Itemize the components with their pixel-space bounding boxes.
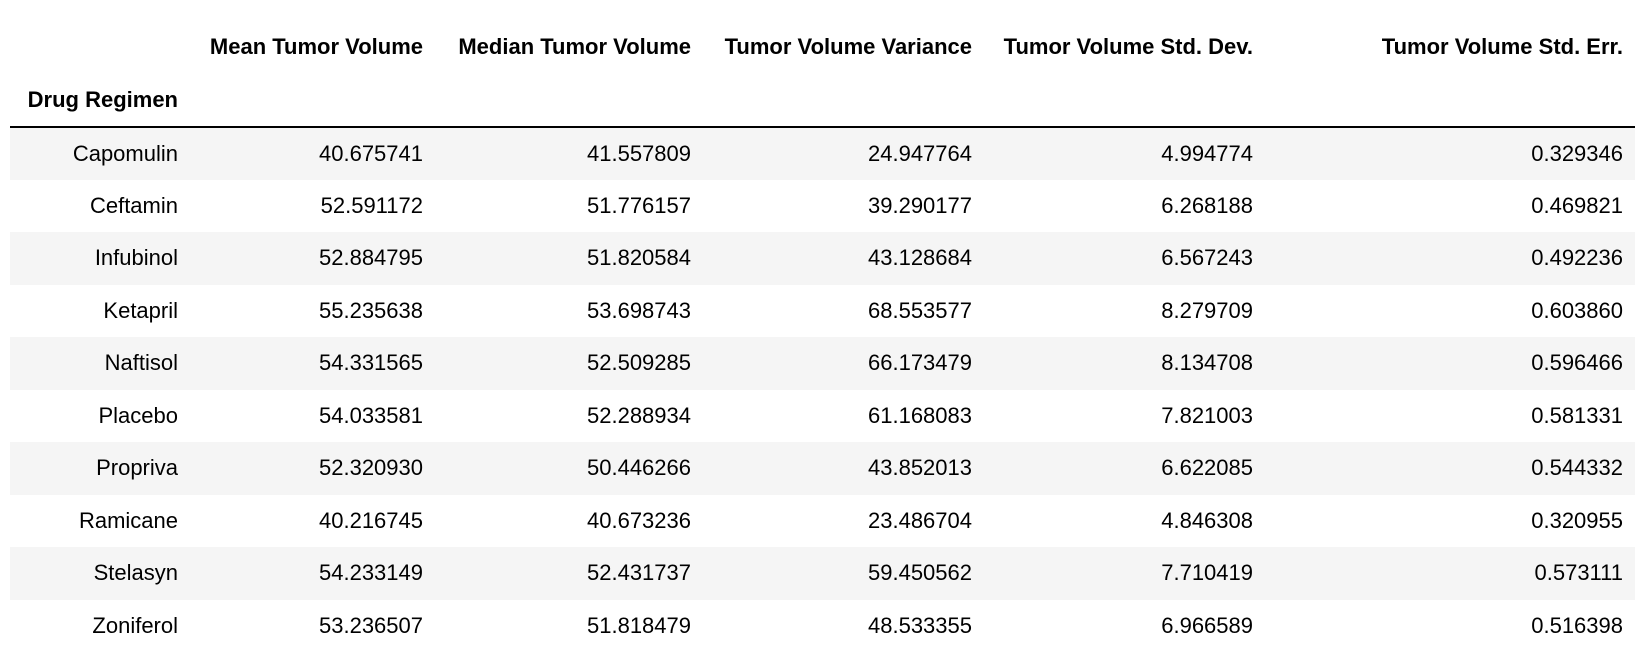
index-header-empty-cell	[435, 74, 703, 128]
cell-std-dev: 6.268188	[1161, 192, 1253, 218]
index-header-empty-cell	[984, 74, 1265, 128]
table-row: Propriva 52.320930 50.446266 43.852013 6.622…	[10, 442, 1635, 495]
cell-variance: 61.168083	[868, 402, 972, 428]
row-index-label: Propriva	[96, 455, 178, 481]
cell-std-err: 0.573111	[1534, 560, 1624, 586]
cell-std-err: 0.544332	[1531, 455, 1623, 481]
cell-std-err: 0.516398	[1531, 612, 1623, 638]
cell-mean: 52.884795	[319, 245, 423, 271]
column-header-std-dev: Tumor Volume Std. Dev.	[1003, 34, 1253, 59]
row-index-label: Zoniferol	[92, 612, 178, 638]
cell-mean: 52.591172	[320, 192, 423, 218]
cell-mean: 40.216745	[319, 507, 423, 533]
cell-mean: 40.675741	[319, 140, 423, 166]
table-row: Ketapril 55.235638 53.698743 68.553577 8.279…	[10, 284, 1635, 337]
row-index-label: Ramicane	[78, 507, 178, 533]
cell-std-err: 0.581331	[1531, 402, 1623, 428]
cell-variance: 24.947764	[868, 140, 972, 166]
cell-variance: 48.533355	[868, 612, 972, 638]
table-row: Placebo 54.033581 52.288934 61.168083 7.8210…	[10, 389, 1635, 442]
table-row: Ceftamin 52.591172 51.776157 39.290177 6.268…	[10, 179, 1635, 232]
column-header-median: Median Tumor Volume	[458, 34, 691, 59]
table-row: Ramicane 40.216745 40.673236 23.486704 4.846…	[10, 494, 1635, 547]
cell-variance: 43.128684	[868, 245, 972, 271]
cell-std-dev: 6.622085	[1161, 455, 1253, 481]
cell-median: 41.557809	[587, 140, 691, 166]
row-index-label: Ketapril	[103, 297, 178, 323]
index-header-empty-cell	[1265, 74, 1635, 128]
column-header-row: Mean Tumor Volume Median Tumor Volume Tu…	[10, 20, 1635, 74]
cell-std-err: 0.329346	[1531, 140, 1623, 166]
table-row: Zoniferol 53.236507 51.818479 48.533355 6.96…	[10, 599, 1635, 652]
cell-variance: 43.852013	[868, 455, 972, 481]
cell-median: 40.673236	[587, 507, 691, 533]
index-header-empty-cell	[703, 74, 984, 128]
cell-median: 52.431737	[587, 560, 691, 586]
cell-mean: 54.331565	[319, 350, 423, 376]
column-header-mean: Mean Tumor Volume	[209, 34, 423, 59]
cell-std-dev: 4.846308	[1161, 507, 1253, 533]
cell-median: 51.818479	[587, 612, 691, 638]
index-name-header: Drug Regimen	[10, 74, 190, 128]
row-index-label: Infubinol	[94, 245, 178, 271]
cell-median: 50.446266	[587, 455, 691, 481]
blank-corner-cell	[10, 20, 190, 74]
table-row: Stelasyn 54.233149 52.431737 59.450562 7.710…	[10, 547, 1635, 600]
cell-mean: 52.320930	[319, 455, 423, 481]
table-header: Mean Tumor Volume Median Tumor Volume Tu…	[10, 20, 1635, 128]
cell-mean: 54.233149	[319, 560, 423, 586]
column-header-variance: Tumor Volume Variance	[724, 34, 972, 59]
dataframe-container: Mean Tumor Volume Median Tumor Volume Tu…	[10, 20, 1635, 652]
cell-std-err: 0.469821	[1531, 192, 1623, 218]
row-index-label: Naftisol	[104, 350, 178, 376]
cell-variance: 39.290177	[868, 192, 972, 218]
cell-mean: 54.033581	[319, 402, 423, 428]
cell-std-dev: 4.994774	[1161, 140, 1253, 166]
row-index-label: Stelasyn	[93, 560, 178, 586]
cell-std-dev: 6.966589	[1161, 612, 1253, 638]
cell-std-err: 0.603860	[1531, 297, 1623, 323]
cell-std-err: 0.596466	[1531, 350, 1623, 376]
cell-mean: 55.235638	[319, 297, 423, 323]
row-index-label: Placebo	[98, 402, 178, 428]
cell-std-err: 0.492236	[1531, 245, 1623, 271]
cell-median: 51.776157	[587, 192, 691, 218]
cell-std-dev: 8.134708	[1161, 350, 1253, 376]
cell-std-dev: 6.567243	[1161, 245, 1253, 271]
table-row: Infubinol 52.884795 51.820584 43.128684 6.56…	[10, 232, 1635, 285]
row-index-label: Capomulin	[72, 140, 178, 166]
cell-variance: 68.553577	[868, 297, 972, 323]
cell-median: 52.288934	[587, 402, 691, 428]
cell-variance: 23.486704	[868, 507, 972, 533]
index-header-empty-cell	[190, 74, 435, 128]
cell-std-dev: 7.710419	[1161, 560, 1253, 586]
table-row: Capomulin 40.675741 41.557809 24.947764 4.99…	[10, 127, 1635, 180]
cell-std-err: 0.320955	[1531, 507, 1623, 533]
cell-std-dev: 7.821003	[1161, 402, 1253, 428]
summary-statistics-table: Mean Tumor Volume Median Tumor Volume Tu…	[10, 20, 1635, 652]
column-header-std-err: Tumor Volume Std. Err.	[1381, 34, 1623, 59]
row-index-label: Ceftamin	[89, 192, 178, 218]
cell-median: 53.698743	[587, 297, 691, 323]
cell-mean: 53.236507	[319, 612, 423, 638]
cell-variance: 59.450562	[868, 560, 972, 586]
table-body: Capomulin 40.675741 41.557809 24.947764 4.99…	[10, 127, 1635, 652]
index-header-row: Drug Regimen	[10, 74, 1635, 128]
cell-variance: 66.173479	[868, 350, 972, 376]
cell-median: 51.820584	[587, 245, 691, 271]
cell-median: 52.509285	[587, 350, 691, 376]
table-row: Naftisol 54.331565 52.509285 66.173479 8.134…	[10, 337, 1635, 390]
cell-std-dev: 8.279709	[1161, 297, 1253, 323]
